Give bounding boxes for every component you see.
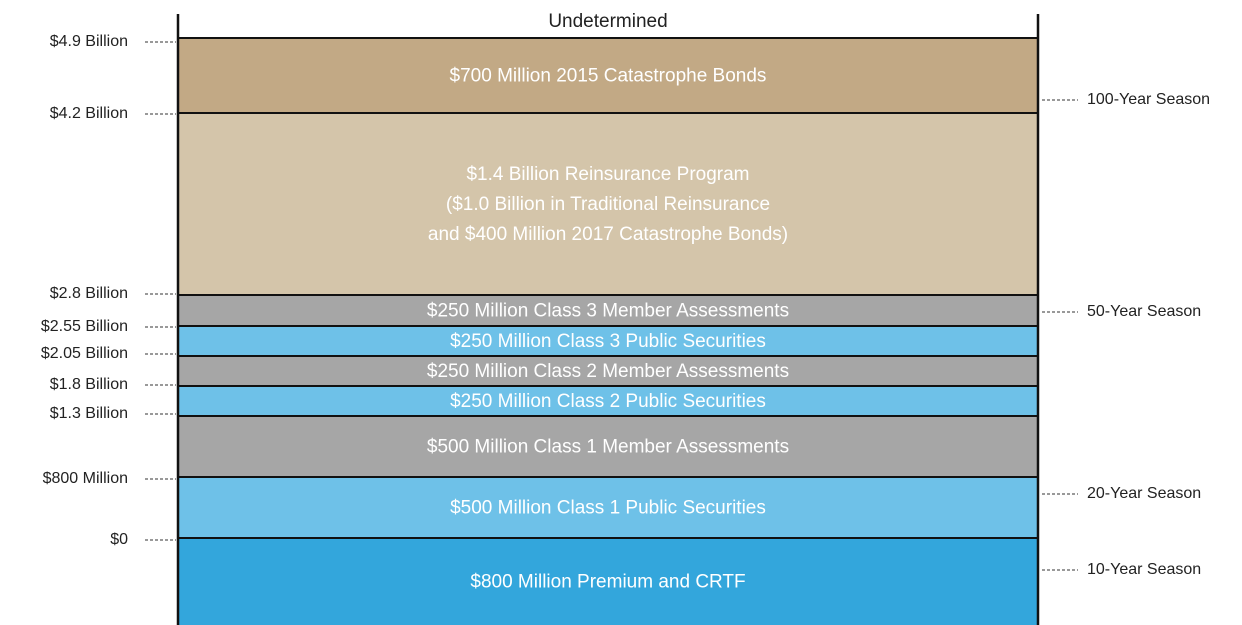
layer-label: $250 Million Class 3 Member Assessments (427, 301, 789, 322)
left-label: $2.55 Billion (41, 318, 128, 335)
layer (178, 38, 1038, 113)
left-label: $4.9 Billion (50, 33, 128, 50)
top-label: Undetermined (548, 11, 667, 32)
layer-label: ($1.0 Billion in Traditional Reinsurance (446, 194, 770, 215)
layer (178, 113, 1038, 295)
layer (178, 295, 1038, 326)
right-label: 50-Year Season (1087, 303, 1201, 320)
left-label: $1.8 Billion (50, 376, 128, 393)
layer-label: $1.4 Billion Reinsurance Program (466, 164, 749, 185)
right-label: 20-Year Season (1087, 485, 1201, 502)
left-label: $800 Million (43, 470, 128, 487)
layer (178, 356, 1038, 386)
layer (178, 386, 1038, 416)
left-label: $1.3 Billion (50, 405, 128, 422)
layer-label: $500 Million Class 1 Public Securities (450, 498, 766, 519)
left-label: $2.8 Billion (50, 285, 128, 302)
layer-label: and $400 Million 2017 Catastrophe Bonds) (428, 224, 788, 245)
layer-label: $500 Million Class 1 Member Assessments (427, 437, 789, 458)
right-label: 10-Year Season (1087, 561, 1201, 578)
layer-label: $250 Million Class 2 Public Securities (450, 391, 766, 412)
layer (178, 477, 1038, 538)
right-label: 100-Year Season (1087, 91, 1210, 108)
layer (178, 538, 1038, 625)
layer (178, 326, 1038, 356)
left-label: $4.2 Billion (50, 105, 128, 122)
layer-label: $700 Million 2015 Catastrophe Bonds (450, 66, 767, 87)
layer-label: $250 Million Class 2 Member Assessments (427, 361, 789, 382)
left-label: $2.05 Billion (41, 345, 128, 362)
layer-label: $800 Million Premium and CRTF (470, 572, 745, 593)
left-label: $0 (110, 531, 128, 548)
layer (178, 416, 1038, 477)
layer-label: $250 Million Class 3 Public Securities (450, 331, 766, 352)
